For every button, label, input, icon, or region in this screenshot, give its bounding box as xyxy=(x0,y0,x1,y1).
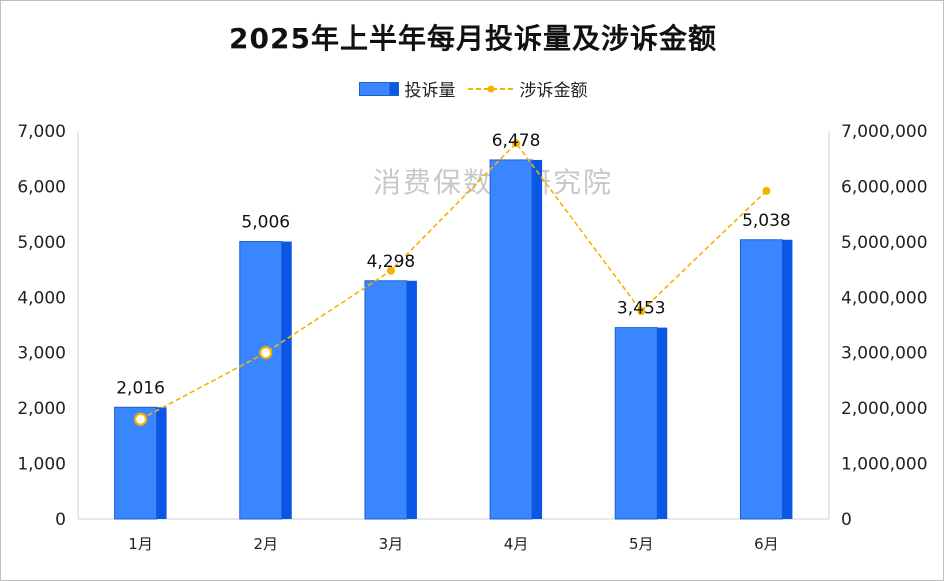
bar xyxy=(114,406,167,520)
y-left-tick-label: 2,000 xyxy=(17,399,66,419)
y-right-tick-label: 2,000,000 xyxy=(841,399,928,419)
line-series-group xyxy=(133,139,771,426)
y-right-tick-label: 4,000,000 xyxy=(841,288,928,308)
legend: 投诉量 涉诉金额 xyxy=(1,76,944,101)
bar-data-label: 2,016 xyxy=(116,378,165,398)
bar xyxy=(239,241,292,520)
bar-data-label: 5,006 xyxy=(241,213,290,233)
legend-label-complaints: 投诉量 xyxy=(404,81,456,101)
x-tick-label: 2月 xyxy=(253,535,278,553)
x-tick-label: 1月 xyxy=(128,535,153,553)
legend-bar-swatch xyxy=(358,81,399,96)
bar xyxy=(489,159,543,520)
y-right-tick-label: 0 xyxy=(841,510,852,530)
y-left-tick-label: 6,000 xyxy=(17,177,66,197)
bar-face xyxy=(614,327,658,520)
y-right-tick-label: 5,000,000 xyxy=(841,233,928,253)
amount-point xyxy=(386,266,395,275)
bar-side xyxy=(657,327,668,519)
y-right-tick-label: 6,000,000 xyxy=(841,177,928,197)
amount-point xyxy=(259,346,273,360)
legend-line-swatch xyxy=(467,85,514,92)
chart-title: 2025年上半年每月投诉量及涉诉金额 xyxy=(229,22,717,55)
axes-group: 0 1,000 2,000 3,000 4,000 5,000 6,000 7,000 0 1,0… xyxy=(17,122,927,553)
amount-line xyxy=(140,141,767,420)
y-left-tick-label: 7,000 xyxy=(17,122,66,142)
data-labels-group: 2,016 5,006 4,298 6,478 3,453 5,038 xyxy=(116,131,791,398)
bar-face xyxy=(739,239,783,520)
y-right-tick-label: 7,000,000 xyxy=(841,122,928,142)
amount-point xyxy=(512,139,521,148)
bar-face xyxy=(114,406,158,520)
x-tick-label: 6月 xyxy=(754,535,779,553)
amount-point xyxy=(133,412,148,426)
bars-group xyxy=(114,159,793,520)
y-left-tick-label: 5,000 xyxy=(17,233,66,253)
x-tick-label: 3月 xyxy=(379,535,404,553)
y-right-tick-label: 1,000,000 xyxy=(841,455,928,475)
y-left-tick-label: 4,000 xyxy=(17,288,66,308)
y-left-tick-label: 0 xyxy=(55,510,66,530)
bar-face xyxy=(364,280,408,520)
bar-side xyxy=(406,280,417,519)
legend-label-amount: 涉诉金额 xyxy=(519,81,588,101)
bar-data-label: 5,038 xyxy=(742,211,791,231)
legend-item-amount[interactable]: 涉诉金额 xyxy=(467,76,588,101)
x-tick-label: 5月 xyxy=(629,535,654,553)
bar-side xyxy=(156,407,167,519)
bar xyxy=(364,280,417,520)
y-left-tick-label: 1,000 xyxy=(17,455,66,475)
bar-face xyxy=(239,241,283,520)
bar-data-label: 4,298 xyxy=(367,252,416,272)
y-right-tick-label: 3,000,000 xyxy=(841,344,928,364)
x-tick-label: 4月 xyxy=(504,535,529,553)
legend-item-complaints[interactable]: 投诉量 xyxy=(358,76,456,101)
bar-data-label: 3,453 xyxy=(617,299,666,319)
amount-point xyxy=(637,307,646,316)
bar-side xyxy=(532,159,543,519)
bar-face xyxy=(489,159,533,520)
bar-side xyxy=(281,241,292,519)
bar xyxy=(614,327,668,520)
y-left-tick-label: 3,000 xyxy=(17,344,66,364)
bar xyxy=(739,239,793,520)
bar-side xyxy=(782,239,793,519)
amount-point xyxy=(762,186,771,195)
bar-data-label: 6,478 xyxy=(492,131,541,151)
